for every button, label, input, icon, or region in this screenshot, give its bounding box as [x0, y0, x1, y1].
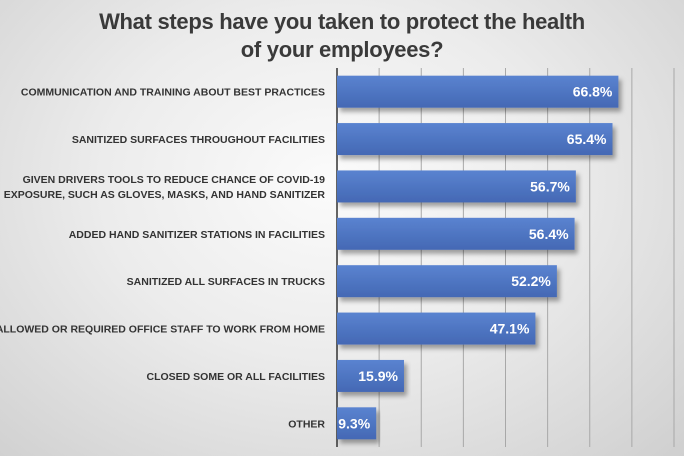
category-label: SANITIZED SURFACES THROUGHOUT FACILITIES [72, 134, 325, 146]
bar [337, 312, 536, 345]
category-label: OTHER [288, 418, 325, 430]
category-label: ADDED HAND SANITIZER STATIONS IN FACILIT… [69, 229, 325, 241]
chart-title-line-1: What steps have you taken to protect the… [99, 9, 585, 34]
category-label: ALLOWED OR REQUIRED OFFICE STAFF TO WORK… [0, 324, 325, 336]
category-label: CLOSED SOME OR ALL FACILITIES [146, 371, 325, 383]
bar [337, 407, 377, 440]
category-label: GIVEN DRIVERS TOOLS TO REDUCE CHANCE OF … [23, 174, 326, 186]
bar [337, 265, 557, 298]
category-label: EXPOSURE, SUCH AS GLOVES, MASKS, AND HAN… [4, 189, 326, 201]
data-label: 66.8% [573, 84, 613, 100]
data-label: 47.1% [490, 321, 530, 337]
data-label: 15.9% [358, 368, 398, 384]
category-label: COMMUNICATION AND TRAINING ABOUT BEST PR… [21, 87, 325, 99]
data-label: 9.3% [338, 415, 370, 431]
data-label: 56.4% [529, 226, 569, 242]
bar [337, 359, 404, 392]
data-label: 56.7% [530, 178, 570, 194]
bar [337, 123, 613, 156]
bar [337, 170, 576, 203]
chart-title: What steps have you taken to protect the… [0, 8, 684, 64]
data-label: 65.4% [567, 131, 607, 147]
bar [337, 217, 575, 250]
category-label: SANITIZED ALL SURFACES IN TRUCKS [127, 276, 325, 288]
data-label: 52.2% [511, 273, 551, 289]
bar [337, 75, 619, 108]
chart-title-line-2: of your employees? [240, 37, 444, 62]
